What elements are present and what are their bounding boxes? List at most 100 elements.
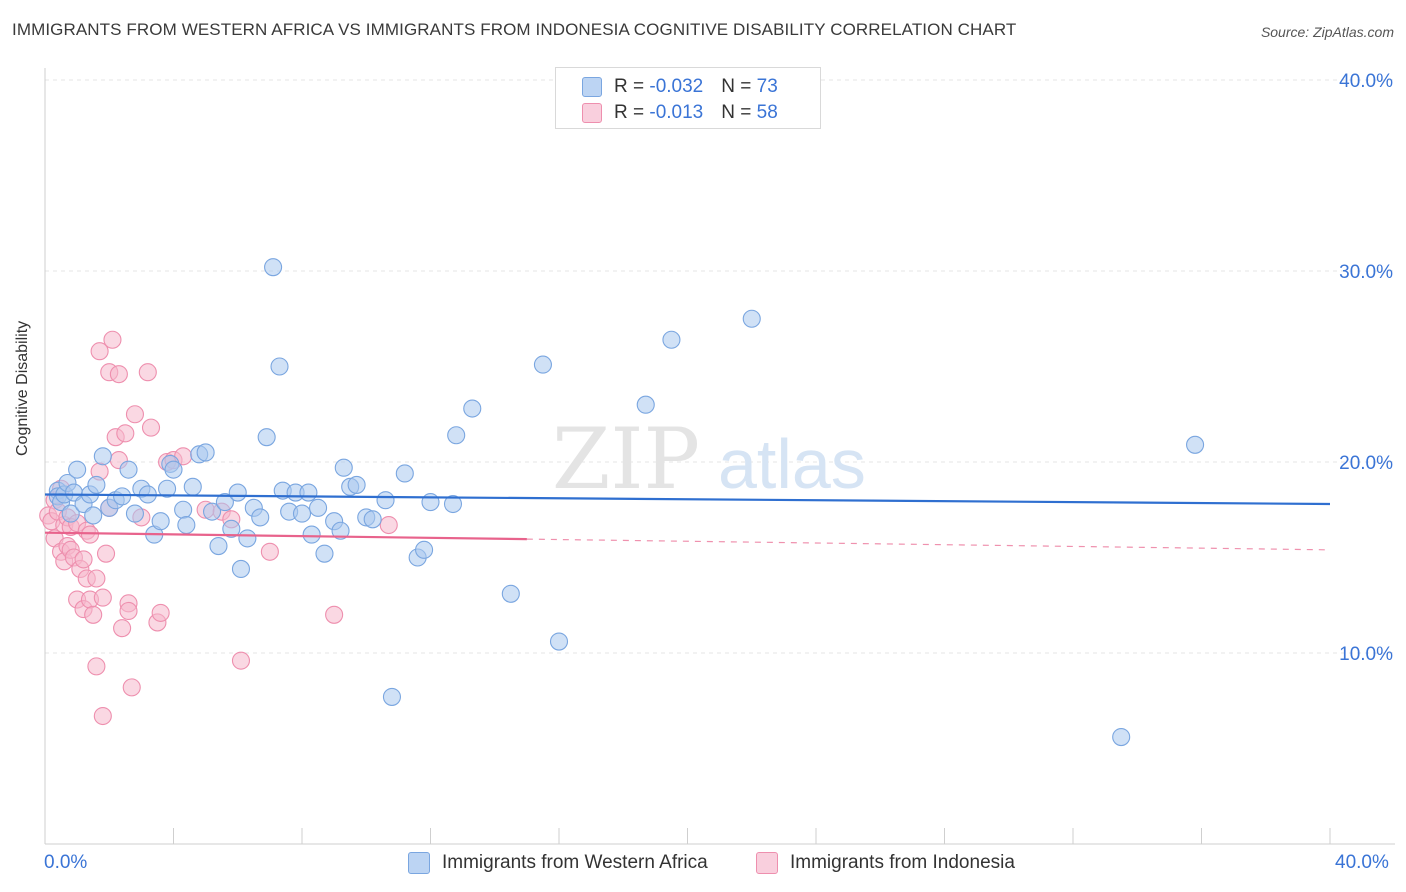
point-indonesia	[138, 363, 157, 382]
legend-n-value: 58	[756, 102, 778, 123]
point-western-africa	[174, 500, 193, 519]
point-western-africa	[382, 687, 402, 706]
bottom-legend-label: Immigrants from Western Africa	[442, 852, 708, 873]
legend-n-value: 73	[756, 76, 778, 97]
point-western-africa	[203, 502, 222, 521]
point-western-africa	[125, 504, 144, 523]
point-western-africa	[334, 458, 353, 477]
legend-r-value: -0.032	[649, 76, 704, 97]
point-indonesia	[325, 605, 344, 624]
chart-title: IMMIGRANTS FROM WESTERN AFRICA VS IMMIGR…	[12, 20, 1017, 39]
point-indonesia	[96, 544, 116, 563]
legend-r-label: R =	[614, 102, 650, 123]
legend-row-indonesia: R = -0.013 N = 58	[556, 100, 778, 126]
point-indonesia	[113, 619, 132, 638]
point-western-africa	[309, 498, 328, 517]
legend-n-label: N =	[721, 76, 757, 97]
point-indonesia	[93, 588, 112, 607]
point-western-africa	[196, 443, 215, 462]
point-indonesia	[90, 342, 109, 361]
bottom-legend-label: Immigrants from Indonesia	[790, 852, 1015, 873]
point-western-africa	[501, 584, 520, 603]
point-indonesia	[231, 651, 251, 670]
trendline-indonesia	[44, 531, 527, 541]
point-indonesia	[379, 515, 398, 535]
point-indonesia	[84, 605, 103, 624]
point-western-africa	[257, 428, 276, 447]
legend-r-label: R =	[614, 76, 650, 97]
bottom-legend-swatch-blue	[408, 852, 430, 874]
point-western-africa	[183, 477, 202, 496]
point-western-africa	[84, 506, 103, 525]
point-western-africa	[463, 399, 482, 418]
point-western-africa	[1186, 435, 1205, 454]
point-western-africa	[209, 536, 228, 556]
point-western-africa	[270, 357, 289, 376]
point-indonesia	[119, 601, 138, 621]
point-western-africa	[158, 479, 177, 498]
point-western-africa	[443, 494, 463, 514]
y-tick-label: 20.0%	[1339, 453, 1393, 474]
axis-layer	[44, 68, 1395, 845]
point-western-africa	[164, 460, 183, 479]
legend-swatch-pink	[582, 103, 602, 123]
point-western-africa	[363, 510, 382, 529]
point-western-africa	[68, 460, 87, 479]
point-indonesia	[151, 603, 170, 622]
point-western-africa	[264, 258, 283, 277]
point-western-africa	[347, 475, 366, 494]
point-western-africa	[177, 515, 196, 535]
point-indonesia	[125, 405, 144, 424]
point-western-africa	[61, 504, 80, 523]
legend-swatch-blue	[582, 77, 602, 97]
point-indonesia	[122, 678, 141, 697]
point-western-africa	[238, 529, 257, 548]
point-western-africa	[93, 447, 112, 466]
y-tick-label: 30.0%	[1339, 262, 1393, 283]
legend-row-western-africa: R = -0.032 N = 73	[556, 74, 778, 100]
point-western-africa	[315, 544, 334, 563]
x-tick-label-max: 40.0%	[1335, 852, 1389, 873]
point-western-africa	[215, 493, 234, 512]
point-western-africa	[302, 525, 321, 544]
correlation-legend: R = -0.032 N = 73 R = -0.013 N = 58	[555, 67, 821, 129]
legend-n-label: N =	[721, 102, 757, 123]
y-axis-label: Cognitive Disability	[14, 320, 31, 456]
bottom-legend-swatch-pink	[756, 852, 778, 874]
point-western-africa	[447, 426, 466, 445]
y-tick-label: 40.0%	[1339, 71, 1393, 92]
x-tick-label-min: 0.0%	[44, 852, 88, 873]
point-western-africa	[228, 483, 247, 502]
point-western-africa	[662, 330, 681, 349]
point-indonesia	[74, 550, 93, 569]
y-tick-label: 10.0%	[1339, 644, 1393, 665]
point-western-africa	[222, 519, 241, 538]
point-western-africa	[299, 483, 318, 502]
trendline-indonesia-extension	[526, 538, 1331, 551]
watermark: ZIP atlas	[552, 410, 866, 508]
y-tick-labels: 10.0% 20.0% 30.0% 40.0%	[1339, 71, 1393, 665]
point-western-africa	[742, 309, 761, 328]
point-western-africa	[533, 355, 552, 374]
point-western-africa	[119, 460, 138, 479]
point-indonesia	[103, 330, 122, 349]
point-indonesia	[93, 706, 112, 726]
point-western-africa	[395, 464, 414, 483]
point-indonesia	[116, 424, 135, 443]
point-western-africa	[113, 487, 132, 506]
point-western-africa	[87, 475, 106, 494]
point-western-africa	[231, 559, 251, 579]
point-western-africa	[292, 504, 312, 523]
point-indonesia	[141, 418, 161, 437]
watermark-atlas: atlas	[718, 425, 866, 503]
point-indonesia	[109, 365, 128, 384]
bottom-legend-indonesia: Immigrants from Indonesia	[756, 852, 1015, 874]
point-western-africa	[331, 521, 350, 540]
point-western-africa	[415, 540, 434, 559]
trendline-western-africa	[44, 493, 1331, 506]
point-indonesia	[80, 525, 100, 544]
source-credit: Source: ZipAtlas.com	[1260, 24, 1394, 40]
point-western-africa	[251, 508, 270, 527]
point-western-africa	[1112, 727, 1131, 747]
